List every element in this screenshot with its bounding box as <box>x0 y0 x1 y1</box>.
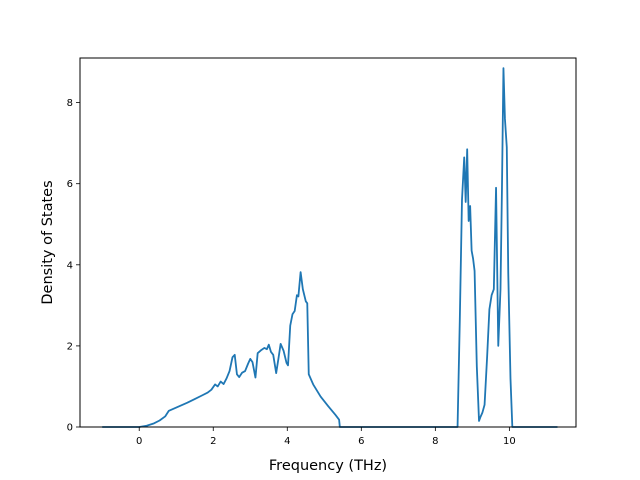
x-axis-label: Frequency (THz) <box>269 458 387 474</box>
y-tick-label: 8 <box>67 98 73 109</box>
dos-series-line-0 <box>102 67 558 428</box>
x-tick-label: 10 <box>503 436 516 447</box>
x-tick-label: 4 <box>284 436 290 447</box>
plot-area <box>102 67 558 428</box>
x-tick-label: 0 <box>136 436 142 447</box>
y-axis-label: Density of States <box>40 180 56 304</box>
x-tick-label: 6 <box>358 436 364 447</box>
y-tick-label: 0 <box>67 423 73 434</box>
y-tick-label: 2 <box>67 341 73 352</box>
y-axis-ticks: 0 2 4 6 8 <box>67 98 80 434</box>
y-tick-label: 4 <box>67 260 73 271</box>
axes-frame <box>79 57 577 428</box>
x-axis-ticks: 0 2 4 6 8 10 <box>136 427 516 447</box>
y-tick-label: 6 <box>67 179 73 190</box>
x-tick-label: 8 <box>432 436 438 447</box>
x-tick-label: 2 <box>210 436 216 447</box>
